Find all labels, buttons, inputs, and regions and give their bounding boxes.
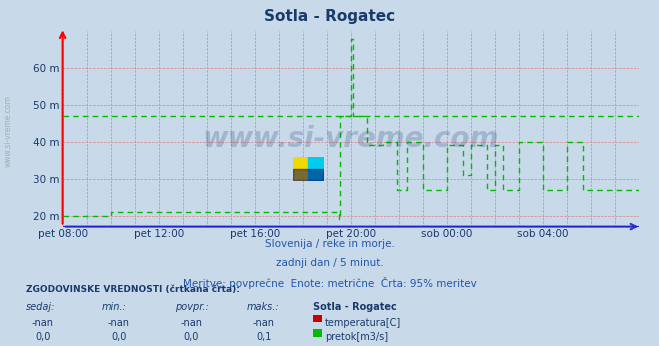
Text: min.:: min.: <box>102 302 127 312</box>
Text: temperatura[C]: temperatura[C] <box>325 318 401 328</box>
Text: www.si-vreme.com: www.si-vreme.com <box>4 95 13 167</box>
Text: povpr.:: povpr.: <box>175 302 208 312</box>
Text: 0,0: 0,0 <box>35 332 51 342</box>
Text: 0,1: 0,1 <box>256 332 272 342</box>
Text: Sotla - Rogatec: Sotla - Rogatec <box>264 9 395 24</box>
Text: -nan: -nan <box>252 318 275 328</box>
Text: Meritve: povprečne  Enote: metrične  Črta: 95% meritev: Meritve: povprečne Enote: metrične Črta:… <box>183 277 476 289</box>
Text: -nan: -nan <box>107 318 130 328</box>
Text: Sotla - Rogatec: Sotla - Rogatec <box>313 302 397 312</box>
Text: -nan: -nan <box>180 318 202 328</box>
Text: www.si-vreme.com: www.si-vreme.com <box>203 125 499 153</box>
Text: ZGODOVINSKE VREDNOSTI (črtkana črta):: ZGODOVINSKE VREDNOSTI (črtkana črta): <box>26 285 241 294</box>
Text: sedaj:: sedaj: <box>26 302 56 312</box>
Text: pretok[m3/s]: pretok[m3/s] <box>325 332 388 342</box>
Text: -nan: -nan <box>32 318 54 328</box>
Text: Slovenija / reke in morje.: Slovenija / reke in morje. <box>264 239 395 249</box>
Text: zadnji dan / 5 minut.: zadnji dan / 5 minut. <box>275 258 384 268</box>
Text: maks.:: maks.: <box>247 302 280 312</box>
Text: 0,0: 0,0 <box>183 332 199 342</box>
Text: 0,0: 0,0 <box>111 332 127 342</box>
